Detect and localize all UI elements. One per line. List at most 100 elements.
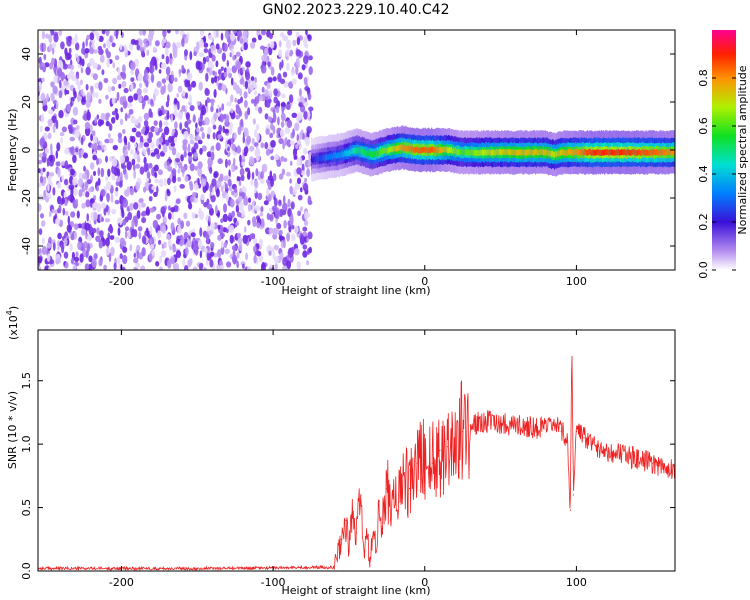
noise-speckle: [52, 187, 56, 196]
noise-speckle: [295, 49, 301, 57]
snr-point: [560, 430, 562, 433]
noise-speckle: [117, 137, 123, 144]
noise-speckle: [269, 41, 275, 49]
noise-speckle: [135, 163, 141, 169]
signal-cell: [381, 149, 383, 156]
signal-cell: [567, 149, 570, 155]
noise-speckle: [159, 255, 163, 264]
noise-speckle: [210, 251, 215, 257]
colorbar-gradient: [712, 30, 736, 270]
noise-speckle: [260, 262, 266, 270]
noise-speckle: [152, 46, 157, 52]
snr-point: [196, 567, 198, 570]
noise-speckle: [230, 77, 234, 86]
noise-speckle: [213, 89, 217, 98]
noise-speckle: [130, 61, 136, 71]
noise-speckle: [59, 79, 62, 89]
noise-speckle: [68, 47, 72, 54]
signal-cell: [598, 149, 600, 156]
noise-speckle: [170, 207, 176, 213]
signal-cell: [341, 151, 344, 157]
signal-cell: [365, 150, 367, 156]
signal-cell: [672, 149, 674, 156]
noise-speckle: [175, 198, 181, 205]
noise-speckle: [167, 30, 171, 34]
noise-speckle: [58, 204, 62, 214]
noise-speckle: [99, 230, 104, 238]
snr-y-ticks: 0.0 0.5 1.0 1.5: [20, 372, 675, 580]
signal-cell: [653, 149, 656, 155]
noise-speckle: [220, 240, 224, 249]
noise-speckle: [84, 222, 90, 231]
signal-cell: [618, 150, 621, 156]
noise-speckle: [122, 95, 127, 103]
noise-speckle: [189, 195, 194, 203]
noise-speckle: [237, 98, 242, 105]
noise-speckle: [263, 200, 269, 206]
noise-speckle: [222, 213, 228, 223]
noise-speckle: [130, 115, 136, 124]
noise-speckle: [183, 212, 188, 219]
signal-cell: [414, 147, 416, 154]
noise-speckle: [228, 128, 233, 135]
noise-speckle: [205, 72, 209, 82]
noise-speckle: [64, 147, 70, 155]
signal-cell: [311, 156, 313, 162]
noise-speckle: [90, 162, 95, 170]
noise-speckle: [236, 60, 242, 69]
noise-speckle: [191, 80, 197, 88]
noise-speckle: [135, 131, 142, 138]
signal-cell: [423, 146, 425, 153]
snr-y-multiplier-prefix: (x10: [7, 315, 20, 340]
signal-cell: [477, 150, 479, 156]
noise-speckle: [137, 73, 143, 82]
noise-speckle: [271, 205, 278, 212]
signal-cell: [501, 150, 503, 156]
noise-speckle: [78, 189, 83, 198]
noise-speckle: [203, 42, 209, 48]
snr-point: [606, 449, 608, 452]
signal-cell: [454, 147, 456, 154]
signal-cell: [468, 149, 470, 156]
noise-speckle: [163, 241, 167, 249]
signal-cell: [540, 148, 542, 155]
noise-speckle: [60, 41, 65, 50]
signal-cell: [583, 149, 586, 156]
noise-speckle: [44, 196, 50, 203]
noise-speckle: [143, 120, 149, 127]
noise-speckle: [278, 40, 282, 48]
noise-speckle: [294, 155, 298, 160]
y-tick-label: -40: [20, 237, 33, 255]
noise-speckle: [282, 71, 288, 78]
noise-speckle: [114, 236, 120, 243]
signal-cell: [382, 147, 384, 154]
snr-x-axis-label: Height of straight line (km): [281, 584, 430, 597]
snr-point: [378, 500, 380, 502]
signal-cell: [386, 148, 388, 154]
noise-speckle: [48, 43, 53, 52]
svg-text:(x104): (x104): [5, 306, 20, 340]
noise-speckle: [63, 80, 69, 86]
y-tick-label: 40: [20, 47, 33, 61]
noise-speckle: [168, 135, 173, 144]
noise-speckle: [184, 36, 189, 44]
noise-speckle: [247, 219, 251, 226]
noise-speckle: [307, 158, 311, 168]
noise-speckle: [81, 58, 85, 67]
noise-speckle: [172, 175, 177, 184]
noise-speckle: [160, 85, 165, 95]
noise-speckle: [246, 135, 252, 145]
noise-speckle: [84, 121, 91, 130]
noise-speckle: [295, 57, 300, 67]
noise-speckle: [48, 154, 54, 162]
noise-speckle: [156, 213, 161, 220]
noise-speckle: [292, 39, 297, 47]
noise-speckle: [257, 171, 261, 181]
noise-speckle: [299, 131, 303, 140]
noise-speckle: [212, 124, 217, 130]
signal-cell: [483, 150, 485, 156]
noise-speckle: [243, 146, 249, 154]
noise-speckle: [274, 263, 278, 270]
noise-speckle: [217, 158, 223, 165]
noise-speckle: [78, 178, 84, 187]
